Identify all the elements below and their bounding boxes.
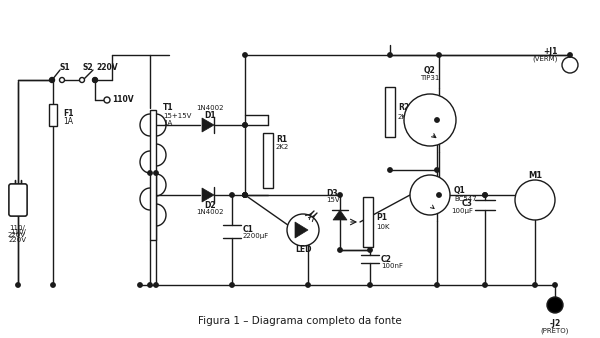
Text: Figura 1 – Diagrama completo da fonte: Figura 1 – Diagrama completo da fonte (198, 316, 402, 326)
Circle shape (435, 283, 439, 287)
Circle shape (562, 57, 578, 73)
Circle shape (230, 283, 234, 287)
Circle shape (306, 283, 310, 287)
Circle shape (547, 297, 563, 313)
Text: 15V: 15V (326, 197, 340, 203)
Circle shape (243, 193, 247, 197)
Polygon shape (333, 210, 347, 220)
Text: 2200μF: 2200μF (243, 233, 269, 239)
Text: C3: C3 (462, 199, 473, 209)
Circle shape (148, 283, 152, 287)
Text: 100μF: 100μF (451, 208, 473, 214)
FancyBboxPatch shape (9, 184, 27, 216)
Circle shape (243, 53, 247, 57)
Bar (49, 104, 57, 126)
Text: 10K: 10K (376, 224, 389, 230)
Text: 220V: 220V (8, 232, 26, 238)
Text: 2K2: 2K2 (276, 144, 289, 150)
Circle shape (483, 193, 487, 197)
Circle shape (49, 77, 55, 82)
Text: F1: F1 (63, 108, 74, 118)
Text: C1: C1 (243, 224, 254, 234)
Text: 15+15V: 15+15V (163, 113, 191, 119)
Text: R1: R1 (276, 136, 287, 145)
Circle shape (243, 193, 247, 197)
Text: Q1: Q1 (454, 186, 466, 194)
Circle shape (388, 53, 392, 57)
Circle shape (437, 53, 441, 57)
Text: M1: M1 (528, 170, 542, 179)
Circle shape (230, 193, 234, 197)
Circle shape (59, 77, 65, 82)
Circle shape (568, 53, 572, 57)
Circle shape (287, 214, 319, 246)
Text: D1: D1 (204, 111, 216, 120)
Circle shape (404, 94, 456, 146)
Circle shape (410, 175, 450, 215)
Polygon shape (202, 188, 214, 202)
Circle shape (368, 283, 372, 287)
Text: P1: P1 (376, 213, 387, 221)
Circle shape (533, 283, 537, 287)
Text: 1N4002: 1N4002 (196, 105, 224, 111)
Text: S2: S2 (83, 64, 94, 72)
Text: LED: LED (295, 245, 311, 255)
Circle shape (243, 193, 247, 197)
Text: R2: R2 (398, 102, 409, 112)
Bar (150, 110, 156, 240)
Text: S1: S1 (59, 64, 70, 72)
Text: 220V: 220V (96, 64, 118, 72)
Circle shape (243, 123, 247, 127)
Circle shape (138, 283, 142, 287)
Text: BC547: BC547 (454, 196, 476, 202)
Circle shape (243, 123, 247, 127)
Text: -J2: -J2 (550, 318, 560, 328)
Circle shape (388, 168, 392, 172)
Circle shape (515, 180, 555, 220)
Polygon shape (202, 118, 214, 132)
Text: 110/: 110/ (9, 225, 25, 231)
Text: D2: D2 (204, 200, 216, 210)
Circle shape (148, 171, 152, 175)
Text: (VERM): (VERM) (533, 56, 558, 62)
Circle shape (483, 283, 487, 287)
Text: C2: C2 (381, 255, 392, 264)
Circle shape (51, 283, 55, 287)
Circle shape (93, 78, 97, 82)
Circle shape (154, 283, 158, 287)
Circle shape (483, 193, 487, 197)
Circle shape (104, 97, 110, 103)
Text: 1A: 1A (63, 117, 73, 125)
Text: T1: T1 (163, 103, 173, 113)
Circle shape (437, 193, 441, 197)
Text: 110/: 110/ (10, 229, 26, 235)
Circle shape (338, 193, 342, 197)
Circle shape (16, 283, 20, 287)
Circle shape (338, 248, 342, 252)
Circle shape (243, 193, 247, 197)
Circle shape (435, 168, 439, 172)
FancyBboxPatch shape (9, 184, 27, 216)
Text: +J1: +J1 (544, 47, 558, 55)
Text: 220V: 220V (9, 237, 27, 243)
Text: 100nF: 100nF (381, 263, 403, 269)
Bar (263, 132, 273, 188)
Circle shape (435, 118, 439, 122)
Text: 2K2: 2K2 (398, 114, 411, 120)
Text: D3: D3 (326, 189, 338, 197)
Circle shape (92, 77, 97, 82)
Text: 1N4002: 1N4002 (196, 209, 224, 215)
Circle shape (79, 77, 85, 82)
Polygon shape (295, 222, 308, 238)
Bar (363, 197, 373, 247)
Circle shape (154, 171, 158, 175)
Text: 110V: 110V (112, 96, 134, 104)
Circle shape (368, 248, 372, 252)
Bar (385, 87, 395, 137)
Text: (PRETO): (PRETO) (541, 328, 569, 334)
Circle shape (553, 283, 557, 287)
Text: Q2: Q2 (424, 66, 436, 74)
Text: TIP31: TIP31 (421, 75, 440, 81)
Text: 1A: 1A (163, 120, 172, 126)
